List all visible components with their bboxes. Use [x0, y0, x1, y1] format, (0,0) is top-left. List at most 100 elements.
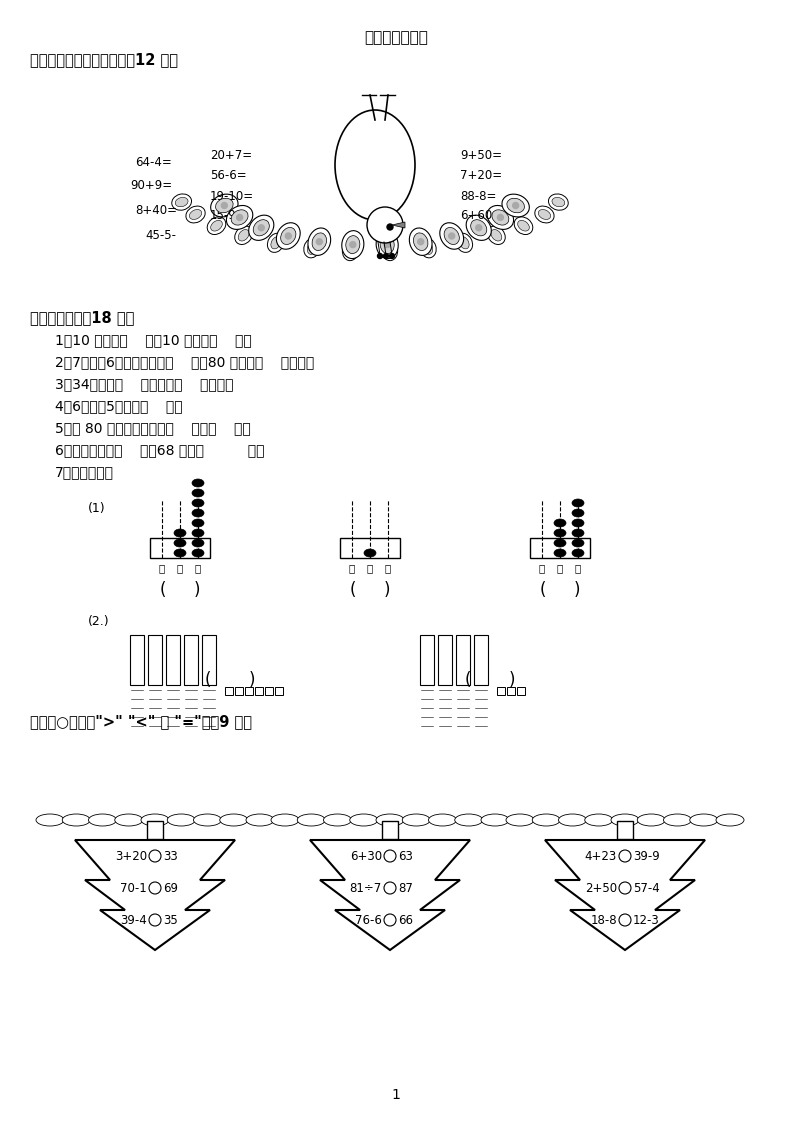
FancyBboxPatch shape: [245, 687, 253, 695]
Ellipse shape: [267, 233, 285, 252]
Text: 90+9=: 90+9=: [130, 178, 172, 192]
Text: ): ): [193, 581, 200, 599]
Ellipse shape: [538, 210, 550, 220]
Ellipse shape: [376, 813, 404, 826]
Ellipse shape: [454, 813, 483, 826]
Ellipse shape: [192, 528, 204, 537]
Ellipse shape: [518, 220, 529, 231]
Circle shape: [350, 241, 356, 248]
FancyBboxPatch shape: [184, 635, 198, 686]
Text: 39-9: 39-9: [633, 849, 660, 863]
Ellipse shape: [611, 813, 639, 826]
Text: 3+20: 3+20: [115, 849, 147, 863]
Ellipse shape: [192, 479, 204, 487]
Text: 百: 百: [159, 563, 165, 573]
Text: (: (: [205, 671, 212, 689]
Circle shape: [497, 214, 504, 220]
Text: 56-6=: 56-6=: [210, 168, 247, 182]
Ellipse shape: [572, 549, 584, 557]
FancyBboxPatch shape: [130, 635, 144, 686]
Ellipse shape: [554, 519, 566, 527]
Ellipse shape: [227, 205, 253, 229]
Ellipse shape: [428, 813, 457, 826]
FancyBboxPatch shape: [517, 687, 525, 695]
Ellipse shape: [423, 241, 433, 255]
FancyBboxPatch shape: [225, 687, 233, 695]
Ellipse shape: [409, 228, 432, 256]
Circle shape: [285, 233, 291, 239]
Text: 十: 十: [177, 563, 183, 573]
FancyBboxPatch shape: [438, 635, 452, 686]
Ellipse shape: [211, 194, 238, 217]
Ellipse shape: [376, 231, 398, 258]
Circle shape: [149, 882, 161, 894]
Text: 十: 十: [557, 563, 563, 573]
Text: (: (: [540, 581, 546, 599]
Ellipse shape: [89, 813, 117, 826]
Circle shape: [387, 224, 393, 230]
Ellipse shape: [440, 223, 464, 249]
Text: 18-8: 18-8: [590, 913, 617, 927]
Text: 2+50: 2+50: [585, 882, 617, 894]
Text: 十: 十: [367, 563, 374, 573]
Circle shape: [389, 254, 394, 258]
FancyBboxPatch shape: [235, 687, 243, 695]
Text: 三、在○里填上">" "<" 或 "="。（9 分）: 三、在○里填上">" "<" 或 "="。（9 分）: [30, 715, 252, 729]
Ellipse shape: [324, 813, 351, 826]
Text: 6+30: 6+30: [350, 849, 382, 863]
Circle shape: [384, 850, 396, 862]
Ellipse shape: [584, 813, 613, 826]
FancyBboxPatch shape: [617, 821, 633, 839]
Ellipse shape: [385, 245, 394, 257]
Ellipse shape: [552, 197, 565, 206]
Ellipse shape: [297, 813, 325, 826]
Text: 81÷7: 81÷7: [350, 882, 382, 894]
Ellipse shape: [190, 210, 201, 220]
Text: ): ): [573, 581, 580, 599]
Text: ): ): [508, 671, 515, 689]
Ellipse shape: [492, 210, 509, 226]
FancyBboxPatch shape: [456, 635, 470, 686]
Text: 个: 个: [195, 563, 201, 573]
Circle shape: [377, 254, 382, 258]
Ellipse shape: [193, 813, 221, 826]
Polygon shape: [545, 840, 705, 950]
Ellipse shape: [534, 206, 554, 223]
FancyBboxPatch shape: [340, 539, 400, 558]
Ellipse shape: [304, 238, 320, 258]
FancyBboxPatch shape: [530, 539, 590, 558]
Ellipse shape: [572, 509, 584, 517]
Ellipse shape: [554, 528, 566, 537]
Circle shape: [619, 914, 631, 926]
Text: 3、34里面有（    ）个十和（    ）个一。: 3、34里面有（ ）个十和（ ）个一。: [55, 377, 233, 390]
Text: (: (: [160, 581, 167, 599]
Ellipse shape: [481, 813, 509, 826]
Ellipse shape: [175, 197, 188, 206]
Ellipse shape: [638, 813, 665, 826]
Text: 二、我会填。（18 分）: 二、我会填。（18 分）: [30, 311, 134, 325]
Text: 4、6个一和5个十是（    ）。: 4、6个一和5个十是（ ）。: [55, 399, 182, 413]
Circle shape: [384, 914, 396, 926]
Text: 7+20=: 7+20=: [460, 168, 502, 182]
FancyBboxPatch shape: [202, 635, 216, 686]
FancyBboxPatch shape: [147, 821, 163, 839]
Text: (1): (1): [88, 502, 105, 515]
Ellipse shape: [216, 199, 233, 213]
Ellipse shape: [192, 539, 204, 548]
Text: 64-4=: 64-4=: [135, 156, 172, 168]
Ellipse shape: [343, 241, 358, 260]
Ellipse shape: [192, 519, 204, 527]
Text: 8+40=: 8+40=: [135, 203, 177, 217]
Text: 76-6: 76-6: [355, 913, 382, 927]
Ellipse shape: [342, 231, 364, 258]
Ellipse shape: [172, 194, 192, 210]
Ellipse shape: [231, 210, 248, 226]
Text: ): ): [248, 671, 255, 689]
Ellipse shape: [487, 205, 514, 229]
Ellipse shape: [506, 813, 534, 826]
Ellipse shape: [346, 245, 355, 257]
Ellipse shape: [192, 499, 204, 507]
Ellipse shape: [664, 813, 691, 826]
Ellipse shape: [308, 228, 331, 256]
FancyBboxPatch shape: [507, 687, 515, 695]
